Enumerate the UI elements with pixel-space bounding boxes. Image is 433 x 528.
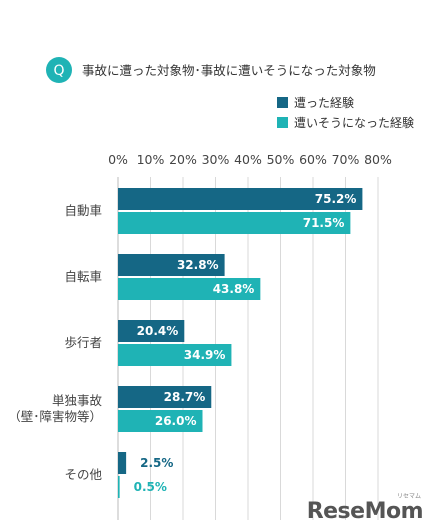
x-axis-tick-labels: 0% 10% 20% 30% 40% 50% 60% 70% 80% [108,152,392,167]
value-labels: 75.2% 71.5% 32.8% 43.8% 20.4% 34.9% 28.7% 26.0%… [134,192,357,494]
value-label: 43.8% [213,282,255,296]
bar-2 [118,410,203,432]
x-tick-label: 30% [202,152,230,167]
bar-1 [118,452,127,474]
x-tick-label: 60% [299,152,327,167]
legend-label-2: 遭いそうになった経験 [294,115,414,130]
bar-2 [118,212,351,234]
bar-2 [118,344,232,366]
question-header: Q 事故に遭った対象物･事故に遭いそうになった対象物 [46,57,376,83]
bar-1 [118,320,185,342]
question-badge-circle [46,57,72,83]
value-label: 34.9% [184,348,226,362]
bar-1 [118,188,363,210]
bar-1 [118,254,225,276]
value-label: 32.8% [177,258,219,272]
value-label: 71.5% [303,216,345,230]
watermark-sub: リセマム [396,493,421,500]
legend-label-1: 遭った経験 [294,95,354,110]
value-label: 20.4% [137,324,179,338]
x-tick-label: 70% [332,152,360,167]
value-label: 0.5% [134,480,167,494]
value-label: 75.2% [315,192,357,206]
bar-2 [118,278,261,300]
watermark-logo: ReseMom [306,499,424,524]
legend-swatch-2 [277,117,288,128]
x-tick-label: 50% [267,152,295,167]
bars [118,188,363,498]
category-label: その他 [64,467,102,482]
question-badge: Q [53,63,64,79]
bar-2 [118,476,120,498]
category-label: 自動車 [64,203,102,218]
x-tick-label: 10% [137,152,165,167]
x-tick-label: 40% [234,152,262,167]
value-label: 28.7% [164,390,206,404]
bar-1 [118,386,212,408]
x-tick-label: 80% [364,152,392,167]
category-label: 単独事故（壁･障害物等） [8,393,102,424]
x-tick-label: 20% [169,152,197,167]
legend-swatch-1 [277,97,288,108]
x-tick-label: 0% [108,152,128,167]
category-label: 自転車 [64,269,102,284]
question-text: 事故に遭った対象物･事故に遭いそうになった対象物 [82,63,376,78]
value-label: 2.5% [140,456,173,470]
category-label: 歩行者 [64,335,102,350]
value-label: 26.0% [155,414,197,428]
